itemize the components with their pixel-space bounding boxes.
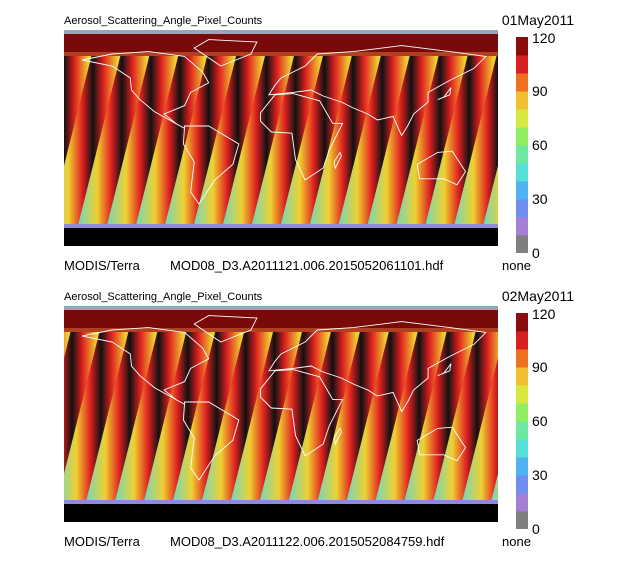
colorbar-segment xyxy=(516,235,528,254)
filename-label: MOD08_D3.A2011122.006.2015052084759.hdf xyxy=(170,534,445,549)
coastline xyxy=(333,151,342,170)
colorbar-segment xyxy=(516,313,528,332)
colorbar-tick: 30 xyxy=(532,467,548,483)
colorbar-segment xyxy=(516,199,528,218)
satellite-label: MODIS/Terra xyxy=(64,534,140,549)
south-polar-cap xyxy=(64,504,498,522)
colorbar-segment xyxy=(516,331,528,350)
satellite-label: MODIS/Terra xyxy=(64,258,140,273)
colorbar-tick: 120 xyxy=(532,30,556,46)
coastline xyxy=(268,321,487,413)
north-edge xyxy=(64,306,498,310)
coastline xyxy=(416,426,467,462)
colorbar-tick: 120 xyxy=(532,306,556,322)
colorbar-segment xyxy=(516,421,528,440)
coastline xyxy=(416,150,467,186)
coastline xyxy=(193,315,258,343)
colorbar-gradient xyxy=(516,313,528,530)
colorbar-tick: 60 xyxy=(532,413,548,429)
colorbar-segment xyxy=(516,37,528,56)
colorbar-segment xyxy=(516,145,528,164)
south-polar-cap xyxy=(64,228,498,246)
units-label: none xyxy=(502,258,531,273)
colorbar-segment xyxy=(516,217,528,236)
coastline xyxy=(82,51,210,129)
colorbar-tick: 60 xyxy=(532,137,548,153)
colorbar xyxy=(516,37,528,254)
panel-title: Aerosol_Scattering_Angle_Pixel_Counts xyxy=(64,15,263,27)
colorbar-segment xyxy=(516,109,528,128)
map-panel-1: Aerosol_Scattering_Angle_Pixel_Counts 01… xyxy=(0,0,634,273)
colorbar-tick: 0 xyxy=(532,521,540,537)
colorbar-segment xyxy=(516,493,528,512)
scattering-angle-map xyxy=(64,30,498,246)
colorbar-segment xyxy=(516,511,528,530)
colorbar xyxy=(516,313,528,530)
colorbar-tick: 0 xyxy=(532,245,540,261)
units-label: none xyxy=(502,534,531,549)
colorbar-segment xyxy=(516,349,528,368)
coastline xyxy=(268,45,487,137)
scattering-angle-map xyxy=(64,306,498,522)
colorbar-segment xyxy=(516,127,528,146)
coastline xyxy=(333,427,342,446)
colorbar-segment xyxy=(516,439,528,458)
colorbar-gradient xyxy=(516,37,528,254)
colorbar-segment xyxy=(516,457,528,476)
coastline xyxy=(82,327,210,405)
panel-title: Aerosol_Scattering_Angle_Pixel_Counts xyxy=(64,291,263,303)
filename-label: MOD08_D3.A2011121.006.2015052061101.hdf xyxy=(170,258,444,273)
coastline xyxy=(260,93,344,181)
colorbar-segment xyxy=(516,385,528,404)
colorbar-segment xyxy=(516,73,528,92)
colorbar-segment xyxy=(516,367,528,386)
south-cap-fringe xyxy=(64,500,498,504)
colorbar-segment xyxy=(516,163,528,182)
colorbar-tick: 90 xyxy=(532,83,548,99)
coastline xyxy=(437,363,452,377)
coastline xyxy=(193,39,258,67)
panel-date: 01May2011 xyxy=(501,12,574,28)
panel-date: 02May2011 xyxy=(501,288,574,304)
colorbar-segment xyxy=(516,475,528,494)
coastline xyxy=(182,125,240,205)
map-panel-2: Aerosol_Scattering_Angle_Pixel_Counts 02… xyxy=(0,276,634,549)
north-edge xyxy=(64,30,498,34)
coastline xyxy=(437,87,452,101)
swath-band xyxy=(462,358,498,502)
south-cap-fringe xyxy=(64,224,498,228)
world-map xyxy=(64,306,498,522)
north-cap-fringe xyxy=(64,52,498,56)
colorbar-tick: 90 xyxy=(532,359,548,375)
colorbar-segment xyxy=(516,403,528,422)
swath-band xyxy=(490,473,498,502)
colorbar-segment xyxy=(516,91,528,110)
colorbar-segment xyxy=(516,55,528,74)
coastline xyxy=(182,401,240,481)
colorbar-tick: 30 xyxy=(532,191,548,207)
north-cap-fringe xyxy=(64,328,498,332)
swath-band xyxy=(454,50,498,226)
coastline xyxy=(260,369,344,457)
world-map xyxy=(64,30,498,246)
colorbar-segment xyxy=(516,181,528,200)
swath-band xyxy=(482,165,498,226)
